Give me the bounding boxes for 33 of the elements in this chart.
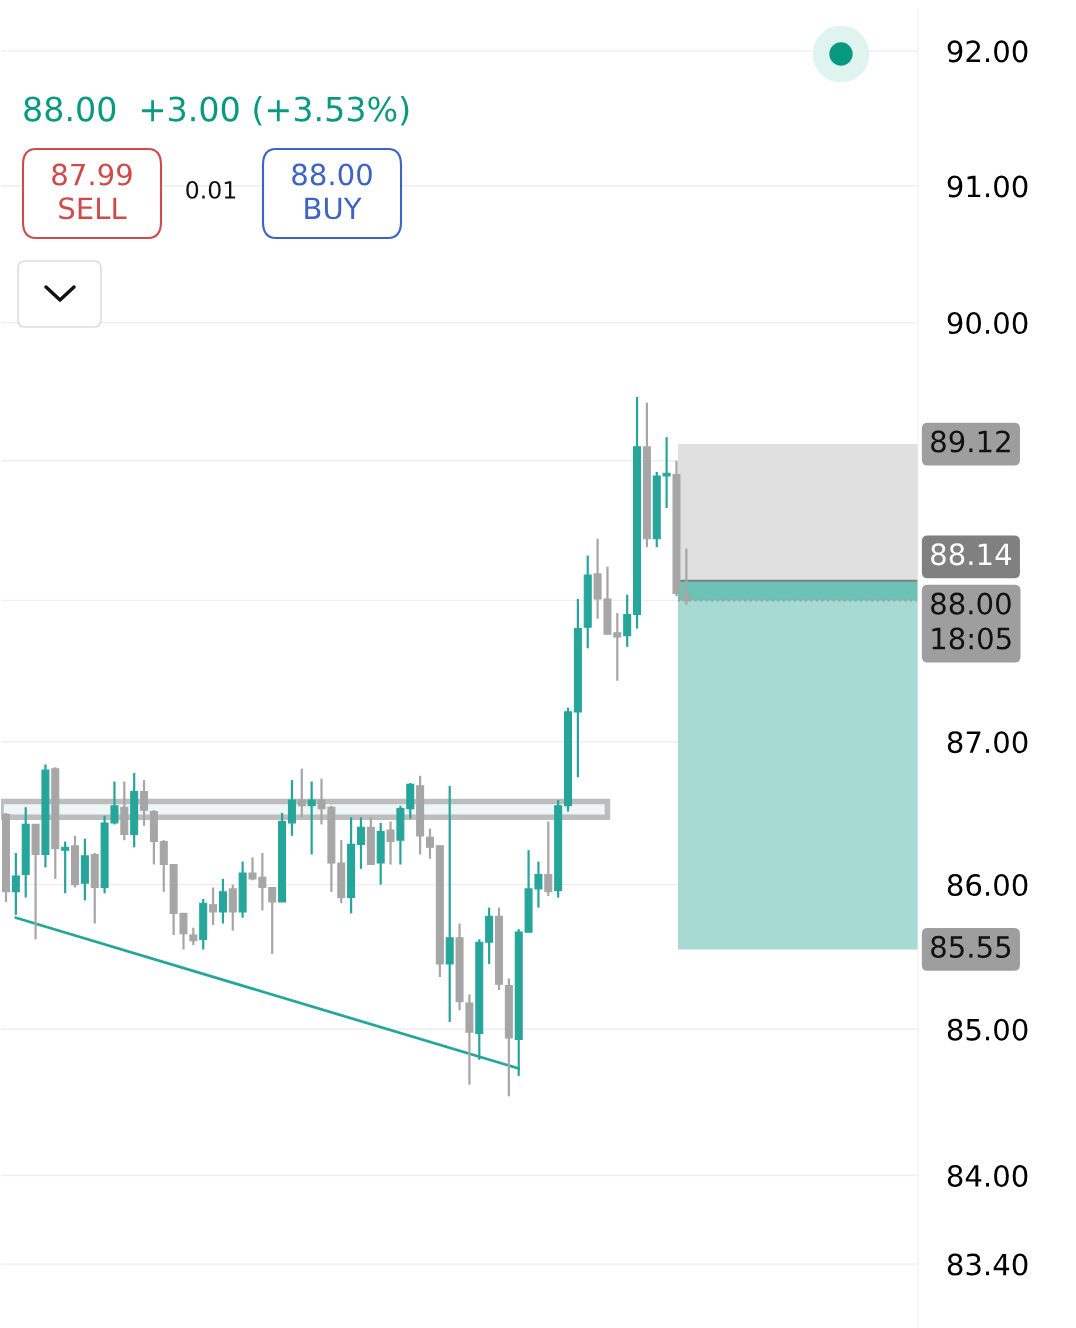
annotation: 0.01 bbox=[186, 180, 236, 199]
ref-line-label: 88.00 18:05 bbox=[931, 592, 1011, 650]
candlestick bbox=[268, 886, 277, 955]
candlestick bbox=[544, 820, 553, 898]
candlestick bbox=[386, 820, 395, 866]
candlestick bbox=[425, 827, 434, 860]
ref-line-label: 88.14 bbox=[931, 543, 1012, 566]
text: 88.00 +3.00 (+3.53%) bbox=[24, 95, 409, 126]
candlestick bbox=[445, 784, 454, 1024]
candlestick bbox=[356, 816, 365, 870]
y-tick-label: 85.00 bbox=[947, 1018, 1028, 1041]
candlestick bbox=[228, 883, 237, 932]
candlestick bbox=[287, 779, 296, 837]
annotation: 88.00 BUY bbox=[292, 163, 372, 220]
annotation: 87.99 SELL bbox=[52, 163, 132, 220]
candlestick bbox=[662, 436, 671, 510]
candlestick bbox=[140, 779, 149, 827]
candlestick bbox=[218, 877, 227, 925]
y-tick-label: 92.00 bbox=[947, 40, 1028, 63]
candlestick bbox=[623, 593, 632, 648]
candlestick bbox=[61, 840, 70, 895]
y-tick-label: 86.00 bbox=[947, 874, 1028, 897]
candlestick bbox=[297, 767, 306, 819]
y-tick-label: 83.40 bbox=[947, 1253, 1028, 1276]
y-tick-label: 87.00 bbox=[947, 731, 1028, 754]
y-tick-label: 91.00 bbox=[947, 175, 1028, 198]
y-tick-label: 84.00 bbox=[947, 1164, 1028, 1187]
candlestick bbox=[159, 839, 168, 893]
y-tick-label: 90.00 bbox=[947, 312, 1028, 335]
candlestick bbox=[307, 780, 316, 856]
band-label: 89.12 bbox=[931, 430, 1010, 453]
band-label: 85.55 bbox=[931, 935, 1011, 958]
candlestick bbox=[209, 886, 218, 927]
